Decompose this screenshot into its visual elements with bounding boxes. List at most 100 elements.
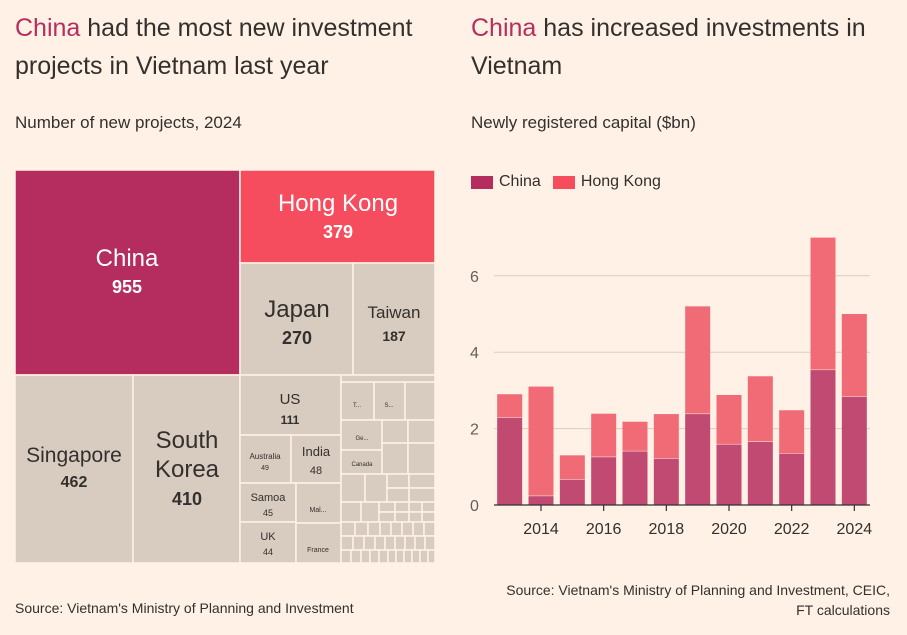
treemap-tile-small: [403, 549, 413, 563]
treemap-chart: China 955 Hong Kong 379 Japan 270 Taiwan…: [15, 170, 435, 563]
bar-hong-kong-2016: [591, 413, 617, 457]
treemap-tile-small: [367, 521, 381, 537]
treemap-tile-small: [340, 374, 435, 383]
treemap-tile-s: [373, 381, 406, 421]
treemap-tile-small: [387, 549, 397, 563]
bar-hong-kong-2024: [841, 314, 867, 397]
treemap-tile-small: [421, 511, 435, 523]
treemap-label-uk: UK: [260, 531, 276, 543]
treemap-value-singapore: 462: [61, 474, 88, 491]
treemap-tile-small: [381, 442, 409, 475]
treemap-tile-small: [414, 535, 426, 551]
treemap-label-taiwan: Taiwan: [368, 303, 421, 322]
left-title-highlight: China: [15, 14, 81, 42]
treemap-tile-small: [363, 535, 376, 551]
bar-china-2013: [497, 417, 523, 505]
treemap-tile-small: [421, 501, 435, 513]
left-subtitle: Number of new projects, 2024: [15, 113, 242, 132]
bar-china-2022: [779, 453, 805, 505]
treemap-tile-small: [360, 549, 371, 563]
legend-swatch-hong-kong: [552, 175, 575, 189]
treemap-tile-small: [408, 487, 435, 503]
treemap-label-canada: Canada: [351, 462, 373, 468]
right-title: China has increased investments in Vietn…: [471, 9, 866, 85]
legend-label-china: China: [499, 173, 541, 190]
treemap-tile-small: [360, 501, 380, 523]
treemap-tile-small: [412, 521, 425, 537]
y-axis-labels: 0 2 4 6: [470, 269, 479, 515]
treemap-value-japan: 270: [282, 328, 312, 348]
bar-china-2019: [685, 413, 711, 505]
treemap-value-uk: 44: [263, 547, 273, 557]
x-tick-label: 2016: [586, 521, 622, 538]
bar-china-2018: [653, 458, 679, 505]
treemap-value-us: 111: [281, 413, 300, 427]
treemap-tile-small: [384, 535, 396, 551]
treemap-value-india: 48: [310, 465, 322, 477]
bar-china-2017: [622, 450, 648, 505]
treemap-tile-small: [394, 535, 406, 551]
treemap-label-india: India: [302, 444, 331, 459]
x-axis: [494, 504, 870, 511]
treemap-tile-malaysia: [295, 482, 342, 524]
treemap-tile-small: [378, 549, 389, 563]
bar-china-2015: [559, 479, 585, 505]
bar-hong-kong-2020: [716, 394, 742, 444]
treemap-tile-small: [408, 511, 423, 523]
bar-hong-kong-2022: [779, 410, 805, 454]
right-subtitle: Newly registered capital ($bn): [471, 113, 696, 132]
bar-hong-kong-2023: [810, 237, 836, 370]
treemap-label-samoa: Samoa: [251, 492, 287, 504]
treemap-tile-small: [350, 549, 362, 563]
treemap-label-china: China: [96, 245, 159, 272]
treemap-tile-small: [352, 535, 365, 551]
treemap-value-south-korea: 410: [172, 489, 202, 509]
right-source: Source: Vietnam's Ministry of Planning a…: [506, 580, 890, 620]
treemap-tile-small: [378, 501, 396, 513]
bar-china-2014: [528, 495, 554, 505]
x-tick-label: 2024: [837, 521, 873, 538]
treemap-tile-france: [295, 522, 342, 563]
legend-swatch-china: [471, 175, 493, 189]
treemap-tile-small: [340, 521, 356, 537]
treemap-tile-small: [386, 473, 410, 489]
treemap-label-france: France: [307, 547, 329, 554]
treemap-label-t: T...: [353, 403, 361, 409]
treemap-tile-small: [404, 535, 416, 551]
right-title-rest: has increased investments in: [536, 14, 866, 42]
treemap-label-hong-kong: Hong Kong: [278, 190, 398, 217]
treemap-tile-germany: [340, 419, 383, 451]
treemap-tile-small: [401, 521, 414, 537]
treemap-tile-small: [374, 535, 386, 551]
treemap-tile-small: [379, 521, 392, 537]
y-tick-label: 6: [470, 269, 479, 286]
bar-hong-kong-2021: [747, 376, 773, 442]
treemap-tile-small: [411, 549, 421, 563]
x-tick-label: 2020: [711, 521, 747, 538]
treemap-tile-small: [340, 535, 354, 551]
gridlines: [494, 275, 870, 430]
right-title-highlight: China: [471, 14, 537, 42]
treemap-label-germany: Ge...: [355, 436, 368, 442]
treemap-value-china: 955: [112, 277, 142, 297]
treemap-value-australia: 49: [261, 465, 269, 472]
treemap-tile-small: [395, 549, 405, 563]
treemap-tile-t: [340, 381, 375, 421]
treemap-tile-small: [386, 487, 410, 503]
treemap-tile-small: [354, 521, 369, 537]
treemap-value-hong-kong: 379: [323, 222, 353, 242]
treemap-label-australia: Australia: [249, 452, 281, 461]
bar-china-2016: [591, 456, 617, 505]
x-tick-label: 2014: [523, 521, 559, 538]
treemap-tile-small: [427, 549, 435, 563]
right-title-line2: Vietnam: [471, 52, 563, 80]
treemap-label-s: S...: [384, 403, 393, 409]
treemap-label-singapore: Singapore: [26, 444, 122, 467]
bar-series: [497, 237, 867, 505]
treemap-label-south-korea-line1: South: [156, 427, 219, 454]
treemap-tile-small: [394, 511, 410, 523]
left-title-rest: had the most new investment: [80, 14, 413, 42]
left-title: China had the most new investment projec…: [15, 9, 412, 85]
chart-legend: China Hong Kong: [471, 173, 673, 191]
bar-chart: 0 2 4 6 2014 2016 2018 2020 2022 2024: [470, 237, 873, 538]
